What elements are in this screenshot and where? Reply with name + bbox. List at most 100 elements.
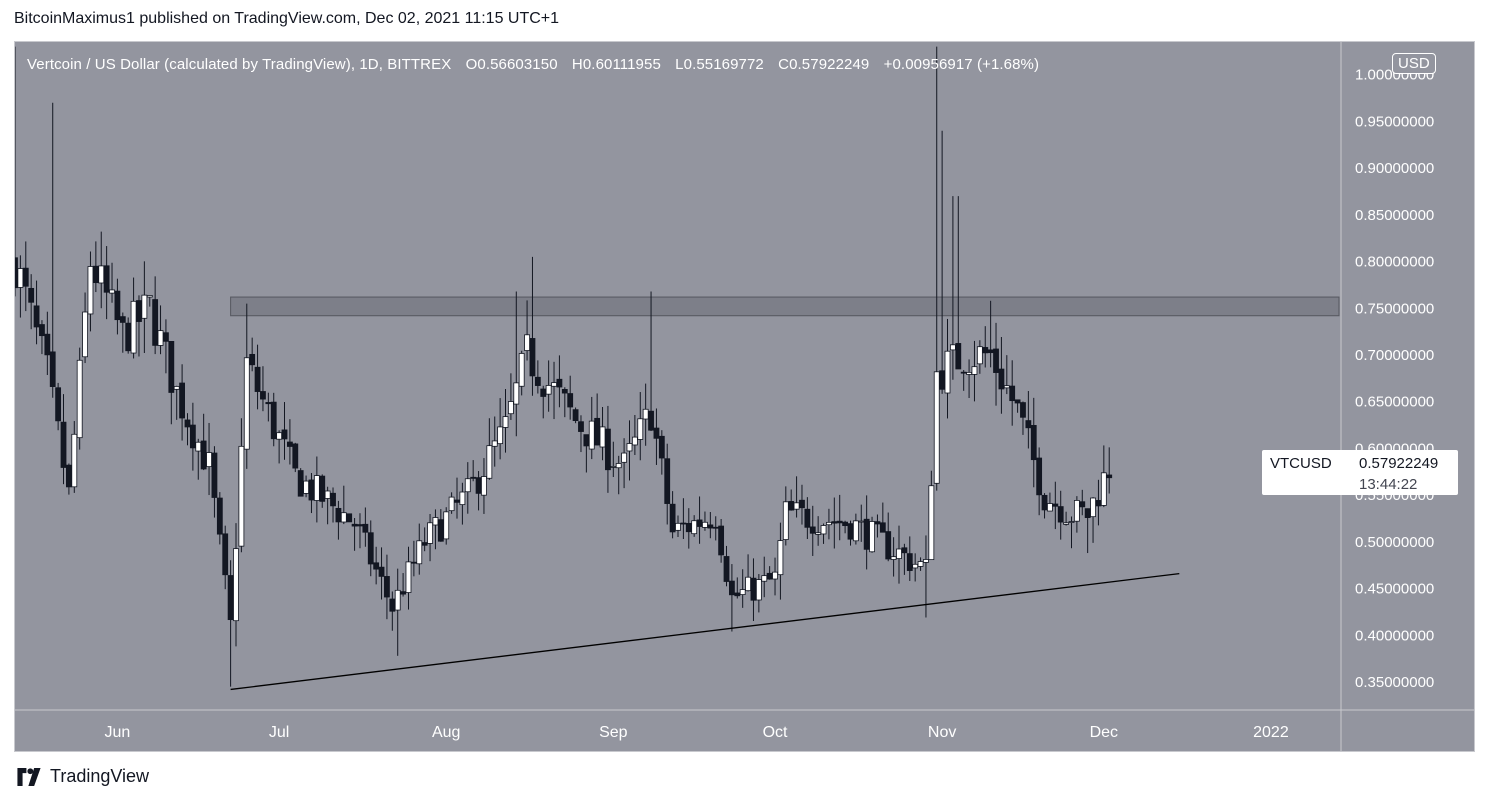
candle (49, 102, 56, 398)
candle-body (761, 575, 768, 582)
candle-body (939, 370, 946, 390)
candle-body (869, 521, 875, 553)
candle-body (702, 521, 708, 528)
candle-body (184, 419, 191, 428)
candle-body (141, 294, 148, 319)
candle (976, 340, 983, 374)
candle (809, 505, 816, 556)
price-chart[interactable]: 0.35000000 0.40000000 0.45000000 0.50000000… (15, 42, 1474, 751)
candle (357, 513, 363, 549)
candle (820, 523, 827, 544)
candle (545, 360, 552, 412)
candle-body (227, 575, 234, 621)
candle (826, 508, 832, 540)
candle (1057, 490, 1064, 540)
candle-body (87, 266, 94, 315)
candle (109, 262, 115, 303)
candle-body (847, 523, 854, 540)
chart-frame[interactable]: 0.35000000 0.40000000 0.45000000 0.50000000… (14, 41, 1475, 752)
price-tick-label: 0.85000000 (1355, 207, 1434, 224)
candle (944, 318, 951, 419)
candle-body (28, 287, 35, 303)
candle (960, 370, 967, 391)
candle (410, 540, 417, 577)
candle-body (605, 428, 611, 471)
time-tick-label: Aug (432, 724, 460, 741)
candle (114, 278, 121, 335)
candle-body (233, 548, 239, 622)
candle-body (815, 532, 822, 535)
candle (28, 274, 35, 330)
candle-body (1073, 500, 1080, 522)
candle-body (567, 393, 574, 408)
price-tick-label: 0.65000000 (1355, 394, 1434, 411)
candle (195, 438, 202, 480)
candle-body (858, 520, 865, 523)
candle-body (976, 346, 983, 365)
time-tick-label: Jun (105, 724, 131, 741)
candle (707, 512, 714, 539)
price-tick-label: 0.35000000 (1355, 674, 1434, 691)
candle-body (745, 576, 751, 592)
time-tick-label: Dec (1090, 724, 1118, 741)
currency-button[interactable]: USD (1392, 53, 1436, 74)
candle (243, 303, 250, 469)
candle-body (691, 520, 698, 535)
candle (761, 556, 768, 598)
candle (260, 366, 266, 412)
candle-body (901, 547, 908, 554)
candle-body (518, 353, 525, 387)
candle (303, 475, 309, 498)
candle (858, 504, 865, 542)
candle-body (583, 434, 590, 447)
candle (146, 295, 153, 307)
candle (874, 514, 881, 538)
candle-body (1036, 457, 1043, 496)
candle (459, 482, 466, 525)
close-value: 0.57922249 (789, 56, 870, 73)
candle (152, 276, 159, 355)
candle (313, 456, 320, 523)
candle-body (1030, 425, 1037, 461)
candle (578, 415, 584, 453)
candle-body (1052, 503, 1059, 507)
candle (66, 463, 72, 495)
candle-body (842, 521, 848, 527)
candle (87, 251, 94, 332)
candle-body (362, 523, 369, 533)
candle (486, 418, 493, 480)
candle (362, 507, 369, 547)
candle (680, 498, 687, 540)
candle (869, 516, 875, 553)
candle (179, 364, 185, 441)
candle-body (1057, 506, 1064, 523)
candle (847, 520, 854, 546)
candle (1068, 516, 1075, 549)
time-tick-label: Sep (599, 724, 628, 741)
candle-body (863, 518, 870, 550)
candle-body (766, 572, 773, 580)
candle (491, 416, 498, 467)
candle-body (966, 371, 972, 375)
candle (276, 430, 283, 464)
price-tag-value: 0.57922249 (1359, 455, 1439, 472)
candle-body (152, 299, 159, 346)
candle (1003, 355, 1010, 395)
candle-body (39, 324, 45, 337)
candle (885, 512, 892, 562)
candle-body (502, 416, 509, 428)
price-tick-label: 0.70000000 (1355, 347, 1434, 364)
candle (928, 470, 935, 561)
tradingview-brand[interactable]: TradingView (14, 766, 149, 787)
candle-body (351, 523, 358, 527)
candle (454, 477, 460, 519)
candle-body (427, 522, 433, 544)
candle (917, 557, 924, 571)
candle (222, 525, 229, 590)
candle-body (400, 591, 406, 595)
candle-body (443, 511, 450, 540)
candle-body (993, 348, 999, 373)
support-trendline (230, 572, 1180, 691)
candle (534, 360, 541, 394)
candle (389, 591, 396, 631)
